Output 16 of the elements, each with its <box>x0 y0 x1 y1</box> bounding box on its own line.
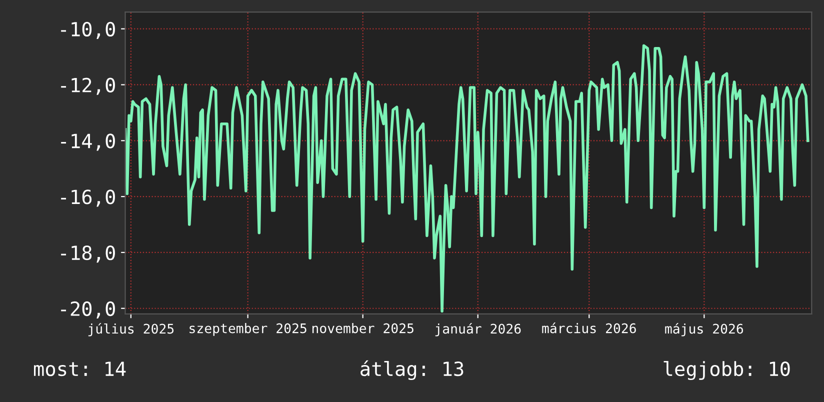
text: most: 14 <box>34 362 126 376</box>
y-tick-label: -14,0 <box>61 134 115 151</box>
x-tick-label: november 2025 <box>312 323 414 334</box>
x-tick-label: május 2026 <box>665 322 744 336</box>
y-tick-label: -18,0 <box>61 245 115 263</box>
y-tick-label: -12,0 <box>61 78 115 95</box>
y-tick-label: -10,0 <box>61 22 115 39</box>
line-series <box>125 44 810 313</box>
text: legjobb: 10 <box>664 360 790 380</box>
x-tick-label: szeptember 2025 <box>190 323 306 336</box>
text: átlag: 13 <box>360 360 464 380</box>
y-tick-label: -20,0 <box>61 301 115 319</box>
x-tick-label: március 2026 <box>542 322 636 334</box>
y-tick-label: -16,0 <box>61 190 115 207</box>
x-tick-label: július 2025 <box>88 322 174 336</box>
x-tick-label: január 2026 <box>435 322 521 336</box>
